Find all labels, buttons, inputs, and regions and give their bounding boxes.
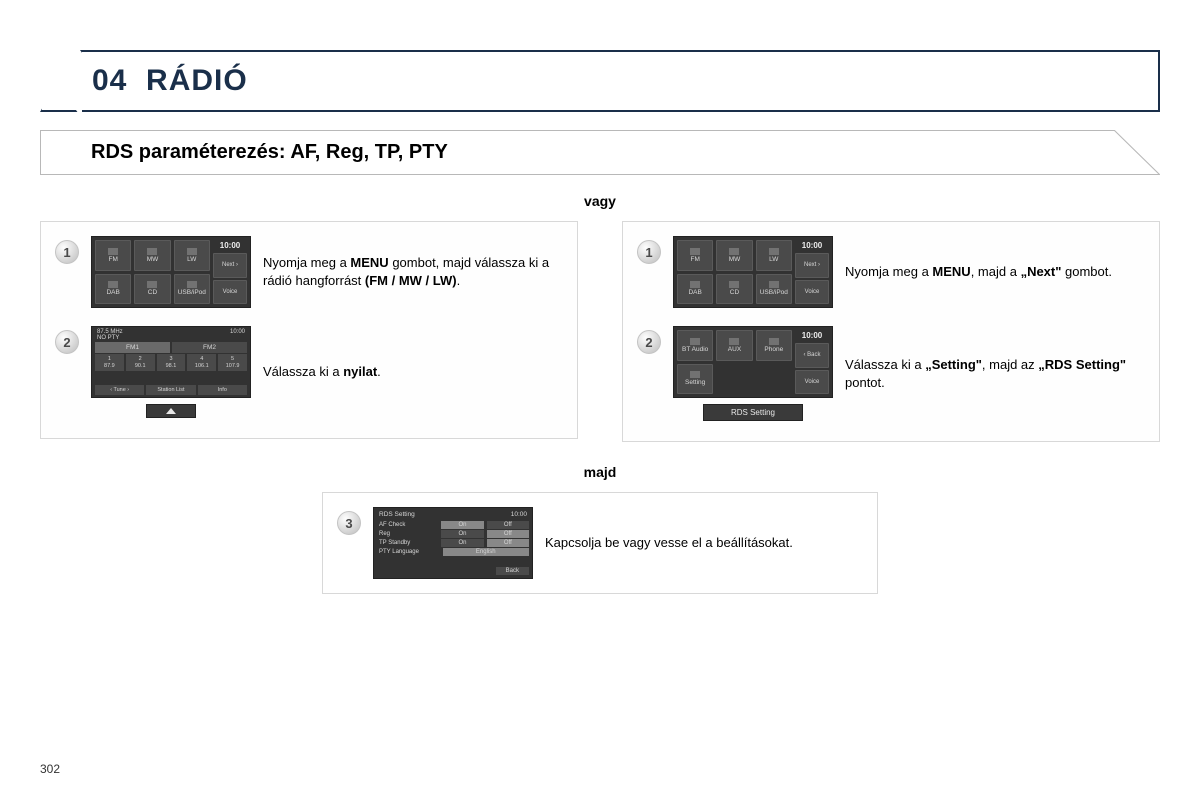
page-number: 302: [40, 762, 60, 776]
left-step-2: 2 87.5 MHzNO PTY10:00 FM1 FM2 187.9 290.…: [51, 320, 567, 424]
chapter-name: RÁDIÓ: [146, 64, 248, 97]
preset-3[interactable]: 398.1: [157, 354, 186, 371]
triangle-up-icon: [166, 408, 176, 414]
center-step-3: 3 RDS Setting10:00 AF CheckOnOff RegOnOf…: [333, 501, 867, 585]
menu-cell-dab[interactable]: DAB: [677, 274, 713, 305]
step-badge-3: 3: [337, 511, 361, 535]
menu-cell-lw[interactable]: LW: [756, 240, 792, 271]
tuner-screen: 87.5 MHzNO PTY10:00 FM1 FM2 187.9 290.1 …: [91, 326, 251, 398]
clock-label: 10:00: [213, 240, 247, 251]
header-notch: [40, 50, 82, 112]
left-step2-text: Válassza ki a nyilat.: [263, 363, 563, 381]
menu-screen: FM MW LW DAB CD USB/iPod 10:00 Next › Vo…: [91, 236, 251, 308]
two-column-row: 1 FM MW LW DAB CD USB/iPod 10:00 Next › …: [40, 221, 1160, 442]
chapter-header: 04 RÁDIÓ: [40, 50, 1160, 112]
right-step-2: 2 BT Audio AUX Phone Setting 10:00 ‹ Bac…: [633, 320, 1149, 427]
menu-cell-setting[interactable]: Setting: [677, 364, 713, 395]
separator-then: majd: [40, 464, 1160, 480]
section-title: RDS paraméterezés: AF, Reg, TP, PTY: [91, 141, 448, 163]
menu-cell-phone[interactable]: Phone: [756, 330, 792, 361]
voice-button[interactable]: Voice: [795, 280, 829, 305]
right-step2-screen-col: BT Audio AUX Phone Setting 10:00 ‹ Back …: [673, 326, 833, 421]
menu-cell-btaudio[interactable]: BT Audio: [677, 330, 713, 361]
preset-1[interactable]: 187.9: [95, 354, 124, 371]
menu-cell-dab[interactable]: DAB: [95, 274, 131, 305]
clock-label: 10:00: [795, 240, 829, 251]
next-button[interactable]: Next ›: [213, 253, 247, 278]
clock-label: 10:00: [795, 330, 829, 341]
menu-cell-lw[interactable]: LW: [174, 240, 210, 271]
menu-cell-mw[interactable]: MW: [716, 240, 752, 271]
center-step-block: 3 RDS Setting10:00 AF CheckOnOff RegOnOf…: [322, 492, 878, 594]
back-button[interactable]: Back: [496, 567, 529, 575]
step-badge-2: 2: [55, 330, 79, 354]
voice-button[interactable]: Voice: [795, 370, 829, 395]
reg-off[interactable]: Off: [487, 530, 529, 538]
menu-screen-2: FM MW LW DAB CD USB/iPod 10:00 Next › Vo…: [673, 236, 833, 308]
rds-settings-screen: RDS Setting10:00 AF CheckOnOff RegOnOff …: [373, 507, 533, 579]
step-badge-2: 2: [637, 330, 661, 354]
pty-lang[interactable]: English: [443, 548, 529, 556]
menu-cell-mw[interactable]: MW: [134, 240, 170, 271]
menu-cell-usb[interactable]: USB/iPod: [756, 274, 792, 305]
station-list-button[interactable]: Station List: [146, 385, 195, 395]
section-corner-cut: [1114, 130, 1160, 175]
menu-cell-cd[interactable]: CD: [134, 274, 170, 305]
af-on[interactable]: On: [441, 521, 483, 529]
preset-5[interactable]: 5107.9: [218, 354, 247, 371]
rds-setting-button[interactable]: RDS Setting: [703, 404, 803, 421]
tp-off[interactable]: Off: [487, 539, 529, 547]
tab-fm1[interactable]: FM1: [95, 342, 170, 353]
left-step-1: 1 FM MW LW DAB CD USB/iPod 10:00 Next › …: [51, 230, 567, 314]
right-step-1: 1 FM MW LW DAB CD USB/iPod 10:00 Next › …: [633, 230, 1149, 314]
right-step2-text: Válassza ki a „Setting", majd az „RDS Se…: [845, 356, 1145, 391]
tune-button[interactable]: ‹ Tune ›: [95, 385, 144, 395]
chapter-title: 04 RÁDIÓ: [92, 64, 248, 97]
menu-cell-cd[interactable]: CD: [716, 274, 752, 305]
right-step1-text: Nyomja meg a MENU, majd a „Next" gombot.: [845, 263, 1145, 281]
left-column: 1 FM MW LW DAB CD USB/iPod 10:00 Next › …: [40, 221, 578, 439]
preset-2[interactable]: 290.1: [126, 354, 155, 371]
menu-cell-fm[interactable]: FM: [95, 240, 131, 271]
left-step1-screen-col: FM MW LW DAB CD USB/iPod 10:00 Next › Vo…: [91, 236, 251, 308]
tp-on[interactable]: On: [441, 539, 483, 547]
left-step2-screen-col: 87.5 MHzNO PTY10:00 FM1 FM2 187.9 290.1 …: [91, 326, 251, 418]
info-button[interactable]: Info: [198, 385, 247, 395]
right-step1-screen-col: FM MW LW DAB CD USB/iPod 10:00 Next › Vo…: [673, 236, 833, 308]
right-column: 1 FM MW LW DAB CD USB/iPod 10:00 Next › …: [622, 221, 1160, 442]
step-badge-1: 1: [55, 240, 79, 264]
settings-menu-screen: BT Audio AUX Phone Setting 10:00 ‹ Back …: [673, 326, 833, 398]
reg-on[interactable]: On: [441, 530, 483, 538]
left-step1-text: Nyomja meg a MENU gombot, majd válassza …: [263, 254, 563, 289]
tab-fm2[interactable]: FM2: [172, 342, 247, 353]
center-screen-col: RDS Setting10:00 AF CheckOnOff RegOnOff …: [373, 507, 533, 579]
center-step3-text: Kapcsolja be vagy vesse el a beállítások…: [545, 534, 863, 552]
preset-4[interactable]: 4106.1: [187, 354, 216, 371]
menu-cell-usb[interactable]: USB/iPod: [174, 274, 210, 305]
section-header: RDS paraméterezés: AF, Reg, TP, PTY: [40, 130, 1160, 175]
af-off[interactable]: Off: [487, 521, 529, 529]
voice-button[interactable]: Voice: [213, 280, 247, 305]
menu-cell-fm[interactable]: FM: [677, 240, 713, 271]
arrow-up-button[interactable]: [146, 404, 196, 418]
next-button[interactable]: Next ›: [795, 253, 829, 278]
chapter-number: 04: [92, 64, 127, 97]
menu-cell-aux[interactable]: AUX: [716, 330, 752, 361]
back-button[interactable]: ‹ Back: [795, 343, 829, 368]
separator-or: vagy: [40, 193, 1160, 209]
step-badge-1: 1: [637, 240, 661, 264]
